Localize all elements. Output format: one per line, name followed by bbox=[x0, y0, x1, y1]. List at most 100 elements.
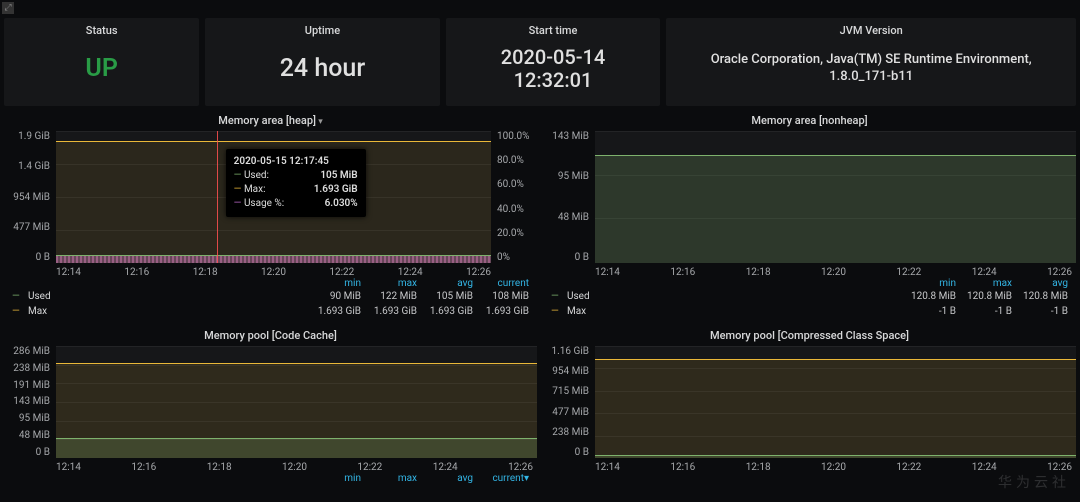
axis-label: 0 B bbox=[4, 252, 50, 263]
axis-label: 95 MiB bbox=[4, 413, 50, 424]
axis-label: 12:20 bbox=[821, 462, 846, 473]
plot[interactable] bbox=[595, 346, 1076, 458]
legend-swatch bbox=[551, 304, 567, 319]
chart-row-2: Memory pool [Code Cache] 286 MiB238 MiB1… bbox=[0, 321, 1080, 486]
legend-row-max[interactable]: Max 1.693 GiB 1.693 GiB 1.693 GiB 1.693 … bbox=[12, 304, 529, 319]
axis-label: 80.0% bbox=[497, 155, 537, 166]
chart-plot-area[interactable]: 1.16 GiB954 MiB715 MiB477 MiB238 MiB0 B bbox=[543, 346, 1076, 458]
axis-label: 12:16 bbox=[670, 267, 695, 278]
axis-label: 40.0% bbox=[497, 204, 537, 215]
series-used-fill bbox=[595, 155, 1076, 263]
chart-tooltip: 2020-05-15 12:17:45 Used:105 MiB Max:1.6… bbox=[226, 149, 366, 217]
axis-label: 954 MiB bbox=[4, 192, 50, 203]
axis-label: 48 MiB bbox=[4, 430, 50, 441]
stat-title: Status bbox=[14, 24, 189, 37]
axis-label: 1.9 GiB bbox=[4, 131, 50, 142]
chart-compressed-class-space[interactable]: Memory pool [Compressed Class Space] 1.1… bbox=[543, 325, 1076, 486]
legend-swatch bbox=[551, 289, 567, 304]
axis-label: 100.0% bbox=[497, 131, 537, 142]
legend-swatch bbox=[12, 289, 28, 304]
stat-title: Start time bbox=[456, 24, 651, 37]
legend-header[interactable]: min max avg current bbox=[12, 278, 529, 289]
chart-plot-area[interactable]: 143 MiB95 MiB48 MiB0 B bbox=[543, 131, 1076, 263]
chart-plot-area[interactable]: 286 MiB238 MiB191 MiB143 MiB95 MiB48 MiB… bbox=[4, 346, 537, 458]
axis-label: 12:22 bbox=[329, 267, 354, 278]
stat-title: JVM Version bbox=[676, 24, 1066, 37]
stat-value-jvm: Oracle Corporation, Java(TM) SE Runtime … bbox=[676, 37, 1066, 100]
axis-label: 12:16 bbox=[670, 462, 695, 473]
axis-label: 48 MiB bbox=[543, 212, 589, 223]
axis-label: 60.0% bbox=[497, 179, 537, 190]
x-axis: 12:1412:1612:1812:2012:2212:2412:26 bbox=[4, 458, 537, 473]
axis-label: 12:14 bbox=[595, 267, 620, 278]
legend: min max avg Used 120.8 MiB 120.8 MiB 120… bbox=[543, 278, 1076, 321]
axis-label: 143 MiB bbox=[543, 131, 589, 142]
axis-label: 12:14 bbox=[595, 462, 620, 473]
watermark: 华为云社 bbox=[998, 472, 1070, 492]
axis-label: 12:24 bbox=[972, 462, 997, 473]
stat-jvm-version[interactable]: JVM Version Oracle Corporation, Java(TM)… bbox=[666, 18, 1076, 106]
plot[interactable] bbox=[56, 346, 537, 458]
y-axis-right: 100.0%80.0%60.0%40.0%20.0%0% bbox=[493, 131, 537, 263]
axis-label: 12:20 bbox=[261, 267, 286, 278]
axis-label: 12:18 bbox=[746, 462, 771, 473]
axis-label: 238 MiB bbox=[4, 363, 50, 374]
series-used-fill bbox=[56, 255, 491, 263]
chevron-down-icon[interactable] bbox=[316, 114, 323, 127]
stat-row: Status UP Uptime 24 hour Start time 2020… bbox=[0, 14, 1080, 106]
stat-start-time[interactable]: Start time 2020-05-14 12:32:01 bbox=[446, 18, 661, 106]
legend-swatch bbox=[12, 304, 28, 319]
legend-row-used[interactable]: Used 120.8 MiB 120.8 MiB 120.8 MiB bbox=[551, 289, 1068, 304]
axis-label: 477 MiB bbox=[4, 222, 50, 233]
series-used-line bbox=[595, 455, 1076, 456]
chart-plot-area[interactable]: 1.9 GiB 1.4 GiB 954 MiB 477 MiB 0 B 2020-05-… bbox=[4, 131, 537, 263]
legend: min max avg current Used 90 MiB 122 MiB … bbox=[4, 278, 537, 321]
stat-uptime[interactable]: Uptime 24 hour bbox=[205, 18, 439, 106]
axis-label: 12:22 bbox=[357, 462, 382, 473]
plot[interactable]: 2020-05-15 12:17:45 Used:105 MiB Max:1.6… bbox=[56, 131, 491, 263]
chart-row-1: Memory area [heap] 1.9 GiB 1.4 GiB 954 MiB… bbox=[0, 106, 1080, 321]
axis-label: 715 MiB bbox=[543, 386, 589, 397]
axis-label: 12:14 bbox=[56, 462, 81, 473]
y-axis-left: 1.9 GiB 1.4 GiB 954 MiB 477 MiB 0 B bbox=[4, 131, 54, 263]
chart-memory-heap[interactable]: Memory area [heap] 1.9 GiB 1.4 GiB 954 MiB… bbox=[4, 110, 537, 321]
axis-label: 1.16 GiB bbox=[543, 346, 589, 357]
axis-label: 12:26 bbox=[508, 462, 533, 473]
legend-header[interactable]: min max avg current▾ bbox=[12, 473, 529, 484]
stat-value-start-time: 2020-05-14 12:32:01 bbox=[456, 37, 651, 100]
x-axis: 12:1412:1612:1812:2012:2212:2412:26 bbox=[4, 263, 537, 278]
x-axis: 12:1412:1612:1812:2012:2212:2412:26 bbox=[543, 263, 1076, 278]
y-axis-left: 286 MiB238 MiB191 MiB143 MiB95 MiB48 MiB… bbox=[4, 346, 54, 458]
axis-label: 0 B bbox=[543, 447, 589, 458]
stat-value-uptime: 24 hour bbox=[215, 37, 429, 100]
stat-status[interactable]: Status UP bbox=[4, 18, 199, 106]
plot[interactable] bbox=[595, 131, 1076, 263]
chart-code-cache[interactable]: Memory pool [Code Cache] 286 MiB238 MiB1… bbox=[4, 325, 537, 486]
dashboard-menu-corner[interactable]: ⤢ bbox=[2, 2, 14, 14]
legend-row-used[interactable]: Used 90 MiB 122 MiB 105 MiB 108 MiB bbox=[12, 289, 529, 304]
y-axis-left: 143 MiB95 MiB48 MiB0 B bbox=[543, 131, 593, 263]
chart-title[interactable]: Memory area [heap] bbox=[4, 110, 537, 131]
legend: min max avg current▾ bbox=[4, 473, 537, 486]
series-max-line bbox=[595, 359, 1076, 360]
series-used-fill bbox=[56, 438, 537, 458]
axis-label: 143 MiB bbox=[4, 396, 50, 407]
chart-title[interactable]: Memory pool [Code Cache] bbox=[4, 325, 537, 346]
axis-label: 12:24 bbox=[972, 267, 997, 278]
chart-title[interactable]: Memory area [nonheap] bbox=[543, 110, 1076, 131]
axis-label: 12:24 bbox=[433, 462, 458, 473]
axis-label: 1.4 GiB bbox=[4, 161, 50, 172]
axis-label: 12:16 bbox=[131, 462, 156, 473]
legend-header[interactable]: min max avg bbox=[551, 278, 1068, 289]
chart-title[interactable]: Memory pool [Compressed Class Space] bbox=[543, 325, 1076, 346]
series-used-line bbox=[595, 155, 1076, 156]
chart-memory-nonheap[interactable]: Memory area [nonheap] 143 MiB95 MiB48 Mi… bbox=[543, 110, 1076, 321]
series-max-fill bbox=[595, 359, 1076, 458]
axis-label: 0 B bbox=[543, 252, 589, 263]
axis-label: 12:18 bbox=[193, 267, 218, 278]
axis-label: 20.0% bbox=[497, 228, 537, 239]
legend-row-max[interactable]: Max -1 B -1 B -1 B bbox=[551, 304, 1068, 319]
series-max-line bbox=[56, 363, 537, 364]
series-max-line bbox=[56, 141, 491, 142]
axis-label: 12:14 bbox=[56, 267, 81, 278]
